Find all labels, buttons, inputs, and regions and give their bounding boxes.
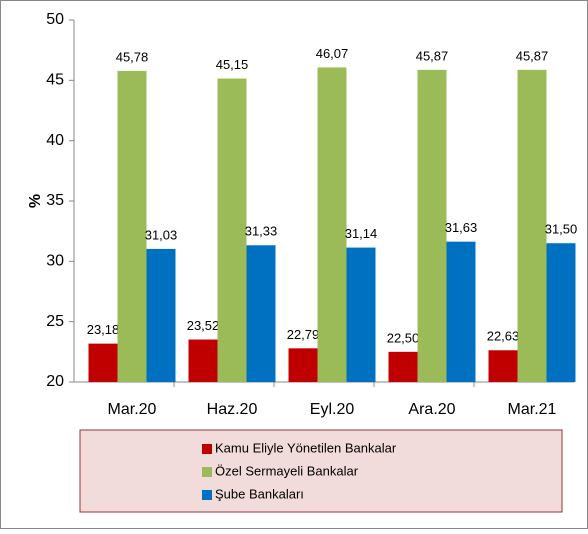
data-label: 46,07	[316, 46, 349, 61]
legend-label: Özel Sermayeli Bankalar	[215, 463, 359, 478]
data-label: 23,52	[187, 318, 220, 333]
data-label: 31,03	[145, 227, 178, 242]
legend-swatch	[202, 444, 212, 454]
bar	[446, 241, 476, 382]
y-tick-label: 20	[46, 373, 64, 390]
data-label: 45,87	[516, 48, 549, 63]
data-label: 31,50	[545, 222, 578, 237]
bar	[317, 67, 347, 382]
y-tick-label: 30	[46, 253, 64, 270]
data-label: 45,78	[116, 49, 149, 64]
y-tick-label: 25	[46, 313, 64, 330]
data-label: 45,87	[416, 48, 449, 63]
bar	[188, 339, 218, 382]
bar	[246, 245, 276, 382]
data-label: 23,18	[87, 322, 120, 337]
bar	[517, 69, 547, 383]
x-tick-label: Mar.21	[508, 401, 557, 418]
bar	[288, 348, 318, 382]
y-tick-label: 45	[46, 72, 64, 89]
legend-swatch	[202, 467, 212, 477]
legend-swatch	[202, 490, 212, 500]
legend-box	[79, 429, 563, 513]
data-label: 22,50	[387, 330, 420, 345]
x-tick-label: Mar.20	[108, 401, 157, 418]
bar	[388, 351, 418, 382]
y-axis-label: %	[27, 194, 44, 208]
bar	[346, 247, 376, 382]
x-tick-label: Eyl.20	[310, 401, 355, 418]
bar	[117, 70, 147, 383]
data-label: 45,15	[216, 57, 249, 72]
bar	[88, 343, 118, 382]
data-label: 31,63	[445, 220, 478, 235]
legend-label: Şube Bankaları	[215, 486, 304, 501]
y-tick-label: 40	[46, 132, 64, 149]
x-tick-label: Ara.20	[408, 401, 455, 418]
bar	[217, 78, 247, 383]
data-label: 22,63	[487, 329, 520, 344]
x-tick-label: Haz.20	[207, 401, 258, 418]
legend-label: Kamu Eliyle Yönetilen Bankalar	[215, 440, 397, 455]
bar	[417, 69, 447, 383]
data-label: 22,79	[287, 327, 320, 342]
y-tick-label: 50	[46, 11, 64, 28]
data-label: 31,33	[245, 224, 278, 239]
data-label: 31,14	[345, 226, 378, 241]
bar	[146, 248, 176, 382]
y-tick-label: 35	[46, 192, 64, 209]
bar	[488, 350, 518, 382]
bar	[546, 243, 576, 382]
